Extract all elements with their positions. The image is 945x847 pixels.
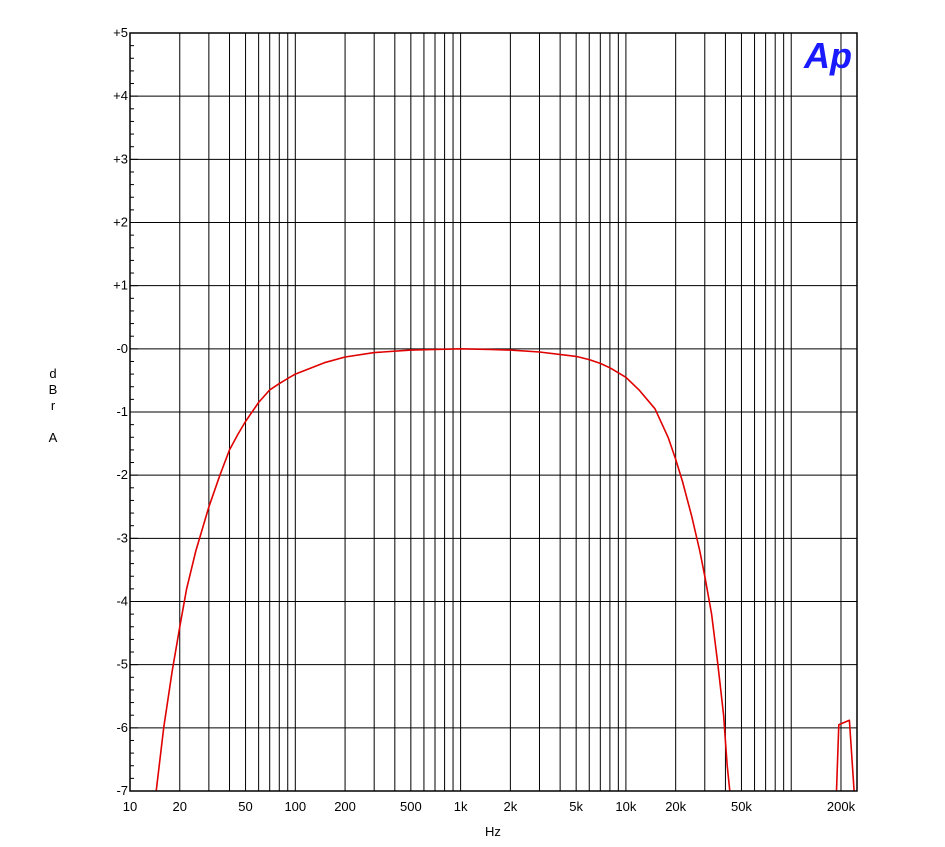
response-curve bbox=[155, 348, 855, 792]
y-axis-title: dBr A bbox=[49, 366, 58, 445]
response-curve-segment bbox=[155, 348, 731, 792]
y-axis-title-char: r bbox=[51, 398, 56, 413]
y-axis-title-char: B bbox=[49, 382, 58, 397]
x-tick-label: 500 bbox=[400, 799, 422, 814]
x-tick-label: 10 bbox=[123, 799, 137, 814]
y-axis-title-char: d bbox=[49, 366, 56, 381]
x-tick-label: 2k bbox=[504, 799, 518, 814]
x-tick-label: 50k bbox=[731, 799, 752, 814]
y-tick-label: +5 bbox=[113, 25, 128, 40]
x-tick-label: 200 bbox=[334, 799, 356, 814]
y-tick-label: +1 bbox=[113, 278, 128, 293]
x-tick-label: 1k bbox=[454, 799, 468, 814]
y-tick-label: -3 bbox=[116, 530, 128, 545]
y-tick-label: -5 bbox=[116, 657, 128, 672]
x-tick-label: 5k bbox=[569, 799, 583, 814]
x-tick-label: 200k bbox=[827, 799, 856, 814]
y-tick-label: -4 bbox=[116, 594, 128, 609]
x-tick-labels: 10 20 50 100 200 500 1k 2k 5k 10k 20k 50k 200k bbox=[123, 799, 856, 814]
x-tick-label: 50 bbox=[238, 799, 252, 814]
y-tick-label: +3 bbox=[113, 151, 128, 166]
y-tick-label: -1 bbox=[116, 404, 128, 419]
x-axis-title: Hz bbox=[485, 824, 501, 839]
x-tick-label: 100 bbox=[284, 799, 306, 814]
response-curve-segment bbox=[835, 719, 855, 792]
plot-border bbox=[129, 32, 858, 792]
x-tick-label: 10k bbox=[615, 799, 636, 814]
grid bbox=[130, 32, 857, 792]
y-tick-label: -2 bbox=[116, 467, 128, 482]
y-tick-label: +2 bbox=[113, 215, 128, 230]
ap-logo: Ap bbox=[803, 35, 852, 76]
plot-frame bbox=[129, 32, 858, 792]
y-tick-label: -0 bbox=[116, 341, 128, 356]
y-tick-labels: +5 +4 +3 +2 +1 -0 -1 -2 -3 -4 -5 -6 -7 bbox=[113, 25, 128, 798]
y-tick-label: -7 bbox=[116, 783, 128, 798]
x-tick-label: 20 bbox=[173, 799, 187, 814]
y-axis-title-char: A bbox=[49, 430, 58, 445]
y-tick-label: +4 bbox=[113, 88, 128, 103]
y-tick-label: -6 bbox=[116, 720, 128, 735]
x-tick-label: 20k bbox=[665, 799, 686, 814]
